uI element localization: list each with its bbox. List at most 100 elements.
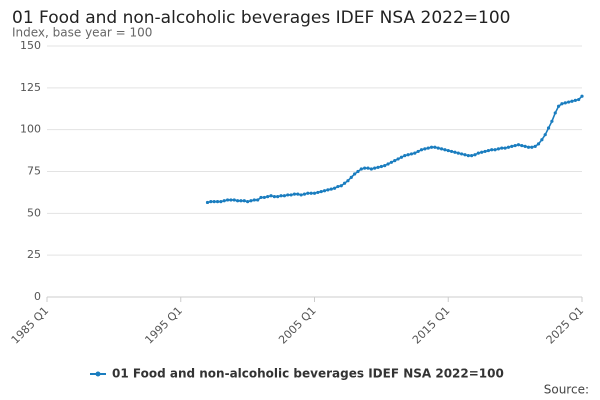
point xyxy=(246,200,250,204)
point xyxy=(553,111,557,115)
point xyxy=(212,200,216,204)
point xyxy=(389,160,394,164)
point xyxy=(496,147,501,151)
y-tick-label: 150 xyxy=(20,39,41,52)
point xyxy=(215,200,220,204)
point xyxy=(550,119,554,123)
point xyxy=(363,166,367,170)
point xyxy=(500,146,504,150)
point xyxy=(466,154,470,158)
point xyxy=(530,145,534,149)
point xyxy=(349,175,353,179)
series-line xyxy=(207,95,583,204)
point xyxy=(252,198,256,202)
point xyxy=(446,148,450,153)
point xyxy=(426,146,430,150)
point xyxy=(286,193,290,197)
point xyxy=(580,94,584,98)
point xyxy=(272,195,276,199)
point xyxy=(460,152,464,156)
point xyxy=(409,152,414,156)
point xyxy=(423,147,427,151)
point xyxy=(429,145,434,149)
point xyxy=(510,144,514,148)
point xyxy=(353,172,357,176)
point xyxy=(242,199,246,203)
point xyxy=(520,143,524,148)
point xyxy=(332,186,337,190)
point xyxy=(219,200,223,204)
point xyxy=(376,165,380,169)
point xyxy=(209,200,213,204)
point xyxy=(486,148,490,153)
y-tick-label: 50 xyxy=(27,206,41,219)
x-tick-label: 2015 Q1 xyxy=(410,304,453,347)
x-tick-label: 1995 Q1 xyxy=(142,304,185,347)
point xyxy=(386,162,390,166)
point xyxy=(567,100,571,104)
point xyxy=(526,145,531,149)
point xyxy=(256,198,260,202)
point xyxy=(536,142,541,146)
point xyxy=(453,150,457,154)
point xyxy=(346,179,350,183)
y-tick-label: 100 xyxy=(20,123,41,136)
point xyxy=(322,189,327,193)
y-tick-label: 125 xyxy=(20,81,41,94)
point xyxy=(449,149,454,154)
point xyxy=(359,167,363,171)
point xyxy=(577,97,581,102)
point xyxy=(336,184,340,189)
point xyxy=(419,148,424,152)
point xyxy=(556,104,561,108)
point xyxy=(276,195,280,199)
point xyxy=(503,146,507,150)
point xyxy=(316,190,320,195)
point xyxy=(523,144,527,148)
point xyxy=(493,148,497,152)
point xyxy=(436,146,440,150)
point xyxy=(339,184,343,188)
source: Source: xyxy=(544,383,589,397)
point xyxy=(249,199,253,203)
point xyxy=(399,155,404,159)
point xyxy=(269,194,273,198)
legend-label: 01 Food and non-alcoholic beverages IDEF… xyxy=(112,367,504,381)
point xyxy=(319,189,323,194)
point xyxy=(373,166,377,170)
point xyxy=(302,192,307,196)
point xyxy=(225,198,230,202)
point xyxy=(292,192,297,196)
point xyxy=(369,167,373,171)
y-tick-label: 25 xyxy=(27,248,41,261)
point xyxy=(229,198,233,202)
point xyxy=(476,151,480,155)
point xyxy=(279,194,283,198)
point xyxy=(546,126,551,130)
point xyxy=(239,199,243,203)
point xyxy=(326,188,330,192)
point xyxy=(533,144,537,148)
point xyxy=(473,153,477,157)
point xyxy=(329,187,333,191)
point xyxy=(282,194,287,198)
point xyxy=(573,98,577,102)
point xyxy=(456,151,460,155)
point xyxy=(490,148,494,152)
point xyxy=(413,151,417,155)
point xyxy=(403,154,407,158)
point xyxy=(259,195,263,200)
point xyxy=(543,133,547,137)
point xyxy=(463,153,467,157)
point xyxy=(366,166,370,170)
point xyxy=(480,150,484,154)
point xyxy=(563,101,567,105)
point xyxy=(570,99,574,103)
point xyxy=(299,193,303,197)
point xyxy=(289,193,293,197)
point xyxy=(396,157,400,161)
point xyxy=(222,199,226,203)
point xyxy=(306,191,310,195)
point xyxy=(356,169,360,174)
